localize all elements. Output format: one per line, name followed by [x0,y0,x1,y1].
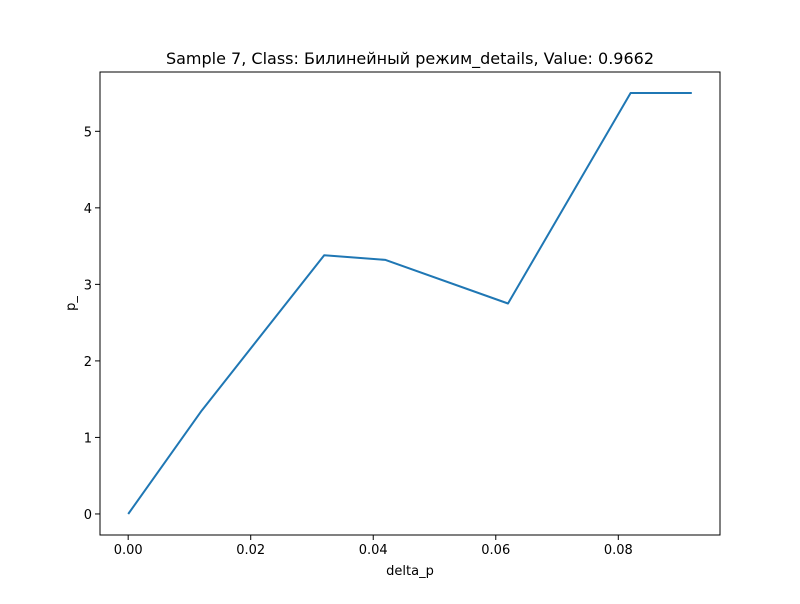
x-tick-label: 0.00 [114,543,143,558]
x-tick-label: 0.08 [604,543,633,558]
y-axis-label: p_ [64,296,79,311]
y-tick-label: 1 [84,431,92,446]
chart-title: Sample 7, Class: Билинейный режим_detail… [166,49,654,69]
series-line [127,92,692,515]
y-tick-label: 4 [84,202,92,217]
x-axis-label: delta_p [386,564,434,579]
y-tick-label: 5 [84,125,92,140]
x-axis: 0.00 0.02 0.04 0.06 0.08 [114,535,633,558]
series-layer [127,92,692,515]
y-tick-label: 0 [84,508,92,523]
y-tick-label: 2 [84,355,92,370]
x-tick-label: 0.06 [481,543,510,558]
y-tick-label: 3 [84,278,92,293]
x-tick-label: 0.04 [359,543,388,558]
plot-area-frame [99,71,721,536]
y-axis: 0 1 2 3 4 5 [84,125,100,523]
x-tick-label: 0.02 [236,543,265,558]
